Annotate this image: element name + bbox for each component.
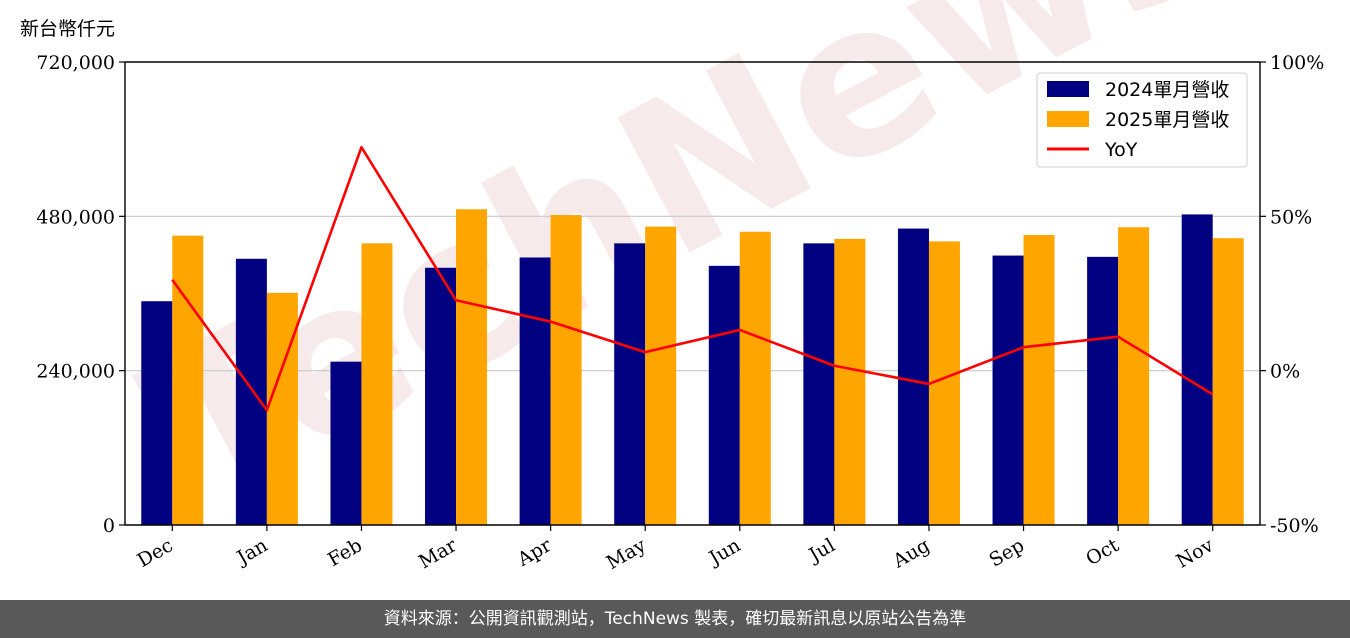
y-axis-unit-label: 新台幣仟元 bbox=[20, 18, 116, 40]
bar-2024-feb bbox=[330, 361, 362, 525]
bar-2025-apr bbox=[550, 215, 582, 525]
x-tick-label-sep: Sep bbox=[985, 534, 1028, 571]
right-tick-label: 100% bbox=[1270, 52, 1324, 74]
bar-2025-dec bbox=[172, 235, 204, 525]
x-tick-label-feb: Feb bbox=[324, 534, 366, 571]
legend-label: 2024單月營收 bbox=[1105, 79, 1229, 101]
legend-label: 2025單月營收 bbox=[1105, 109, 1229, 131]
bar-2025-may bbox=[645, 226, 677, 525]
source-footer: 資料來源：公開資訊觀測站，TechNews 製表，確切最新訊息以原站公告為準 bbox=[0, 600, 1350, 638]
right-tick-label: 50% bbox=[1270, 206, 1312, 228]
bar-2024-oct bbox=[1087, 256, 1119, 525]
bar-2024-jan bbox=[235, 258, 267, 525]
bar-2025-mar bbox=[456, 209, 488, 526]
bar-2024-jul bbox=[803, 243, 835, 525]
x-tick-label-nov: Nov bbox=[1173, 534, 1218, 573]
x-tick-label-jul: Jul bbox=[804, 534, 839, 567]
left-tick-label: 480,000 bbox=[36, 206, 115, 228]
x-tick-label-oct: Oct bbox=[1082, 534, 1123, 570]
bar-2024-jun bbox=[708, 265, 740, 525]
bar-2024-mar bbox=[425, 267, 457, 525]
x-tick-label-mar: Mar bbox=[415, 534, 461, 573]
x-tick-label-apr: Apr bbox=[513, 534, 556, 571]
left-tick-label: 240,000 bbox=[36, 361, 115, 383]
revenue-yoy-chart: 0 240,000 480,000 720,000 -50% 0% 50% 100% Dec Ja… bbox=[36, 52, 1324, 574]
x-tick-label-aug: Aug bbox=[889, 534, 934, 573]
bar-2024-aug bbox=[897, 228, 929, 525]
bar-2024-nov bbox=[1181, 214, 1213, 525]
left-tick-label: 0 bbox=[103, 515, 115, 537]
bar-2024-may bbox=[614, 243, 646, 525]
bar-2025-feb bbox=[361, 243, 393, 525]
x-tick-label-jun: Jun bbox=[704, 534, 745, 570]
bar-2025-oct bbox=[1118, 227, 1150, 526]
bar-2025-jul bbox=[834, 238, 866, 525]
x-tick-label-may: May bbox=[603, 534, 650, 574]
right-tick-label: -50% bbox=[1270, 515, 1319, 537]
bar-2024-sep bbox=[992, 255, 1024, 525]
bar-2025-jan bbox=[266, 292, 298, 525]
bar-2024-dec bbox=[141, 301, 173, 525]
right-tick-label: 0% bbox=[1270, 361, 1300, 383]
bar-2025-sep bbox=[1023, 234, 1055, 526]
bar-2025-nov bbox=[1212, 238, 1244, 526]
left-tick-label: 720,000 bbox=[36, 52, 115, 74]
bar-2024-apr bbox=[519, 257, 551, 525]
legend-box bbox=[1036, 72, 1248, 168]
yoy-line bbox=[171, 145, 1214, 412]
bar-2025-jun bbox=[739, 231, 771, 525]
legend-swatch bbox=[1047, 81, 1089, 97]
x-tick-label-jan: Jan bbox=[232, 534, 272, 570]
legend-label: YoY bbox=[1104, 139, 1138, 161]
x-tick-label-dec: Dec bbox=[134, 534, 177, 572]
legend-swatch bbox=[1047, 111, 1089, 127]
